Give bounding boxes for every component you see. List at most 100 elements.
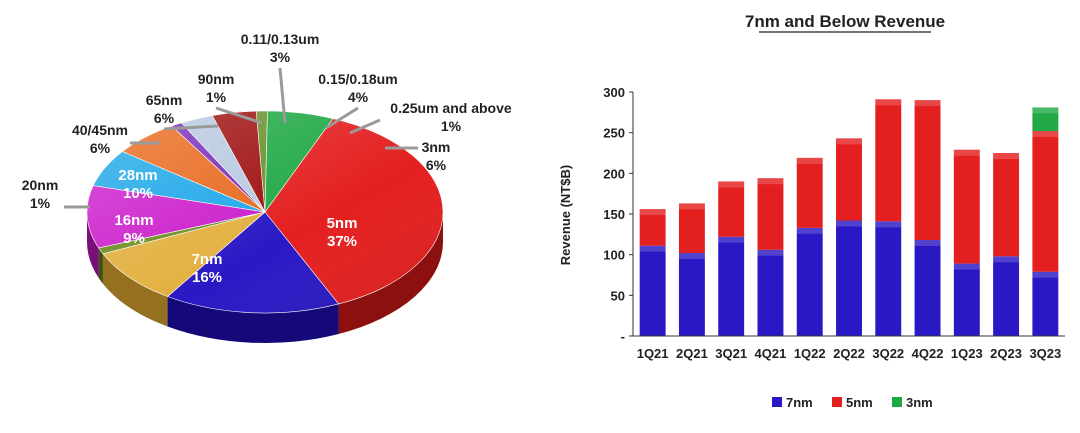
- pie-pct-20nm: 1%: [30, 195, 51, 211]
- pie-pct-3nm: 6%: [426, 157, 447, 173]
- leader-65nm: [163, 124, 219, 131]
- pie-pct-5nm: 37%: [327, 233, 357, 250]
- bar-5nm-2q22: [836, 138, 862, 221]
- bar-7nm-4q22: [914, 240, 941, 336]
- pie-tops: [86, 110, 444, 314]
- pie-pct-0-15-0-18um: 4%: [348, 89, 369, 105]
- bar-highlight: [678, 203, 705, 210]
- pie-gloss: [87, 111, 443, 313]
- bar-highlight: [875, 221, 902, 228]
- legend-label-3nm: 3nm: [906, 395, 933, 410]
- bar-highlight: [993, 153, 1020, 159]
- x-tick-label: 2Q22: [833, 346, 865, 361]
- pie-side-16nm: [102, 253, 168, 327]
- bar-7nm-3q21: [718, 236, 745, 336]
- x-tick-label: 3Q23: [1029, 346, 1061, 361]
- pie-label-90nm: 90nm: [198, 71, 235, 87]
- legend-swatch-3nm: [892, 397, 902, 407]
- pie-label-3nm: 3nm: [422, 139, 451, 155]
- bar-highlight: [639, 209, 666, 216]
- legend-label-7nm: 7nm: [786, 395, 813, 410]
- pie-label-7nm: 7nm: [192, 251, 223, 268]
- bar-5nm-1q22: [796, 157, 823, 228]
- y-axis-label: Revenue (NT$B): [558, 165, 573, 265]
- legend-swatch-5nm: [832, 397, 842, 407]
- bar-highlight: [757, 249, 784, 256]
- pie-side-20nm: [98, 247, 103, 284]
- chart-title: 7nm and Below Revenue: [745, 12, 945, 31]
- bar-chart: 7nm and Below Revenue Revenue (NT$B) - 50…: [558, 12, 1065, 410]
- y-axis: - 50 100 150 200 250 300: [603, 85, 634, 344]
- y-tick-label: -: [621, 329, 625, 344]
- bar-highlight: [1032, 271, 1059, 278]
- bars: [639, 99, 1059, 336]
- y-tick-label: 50: [611, 288, 625, 303]
- bar-7nm-1q22: [796, 227, 823, 336]
- pie-label-0-15-0-18um: 0.15/0.18um: [318, 71, 397, 87]
- pie-label-5nm: 5nm: [327, 215, 358, 232]
- pie-pct-40-45nm: 6%: [90, 140, 111, 156]
- bar-highlight: [836, 220, 862, 227]
- bar-5nm-1q21: [639, 209, 666, 246]
- bar-highlight: [953, 263, 980, 270]
- legend-label-5nm: 5nm: [846, 395, 873, 410]
- leader-90nm: [215, 106, 263, 125]
- bar-5nm-4q21: [757, 178, 784, 250]
- bar-highlight: [718, 181, 745, 188]
- pie-pct-90nm: 1%: [206, 89, 227, 105]
- bar-7nm-2q21: [678, 253, 705, 336]
- pie-pct-7nm: 16%: [192, 269, 222, 286]
- pie-label-0-25um-and-above: 0.25um and above: [390, 100, 512, 116]
- bar-highlight: [914, 240, 941, 247]
- x-tick-label: 4Q21: [755, 346, 787, 361]
- bar-highlight: [718, 236, 745, 243]
- x-tick-label: 1Q21: [637, 346, 669, 361]
- x-tick-label: 2Q21: [676, 346, 708, 361]
- bar-7nm-3q23: [1032, 271, 1059, 336]
- pie-label-65nm: 65nm: [146, 92, 183, 108]
- x-tick-label: 3Q21: [715, 346, 747, 361]
- bar-highlight: [757, 178, 784, 185]
- bar-7nm-4q21: [757, 249, 784, 336]
- bar-7nm-2q22: [836, 220, 862, 336]
- bar-5nm-3q23: [1032, 131, 1059, 272]
- y-tick-label: 250: [603, 126, 625, 141]
- bar-highlight: [1032, 131, 1059, 138]
- y-tick-label: 200: [603, 166, 625, 181]
- bar-5nm-2q23: [993, 153, 1020, 257]
- pie-pct-0-25um-and-above: 1%: [441, 118, 462, 134]
- bar-3nm-3q23: [1032, 107, 1059, 132]
- bar-5nm-4q22: [914, 100, 941, 241]
- bar-highlight: [796, 157, 823, 164]
- pie-pct-28nm: 10%: [123, 185, 153, 202]
- bar-highlight: [914, 100, 941, 107]
- bar-highlight: [796, 227, 823, 234]
- x-tick-label: 4Q22: [912, 346, 944, 361]
- pie-leaders: [64, 67, 418, 209]
- pie-label-28nm: 28nm: [118, 167, 157, 184]
- pie-side-5nm: [338, 212, 443, 334]
- pie-side-28nm: [87, 212, 99, 278]
- leader-0-25um-and-above: [349, 118, 381, 135]
- bar-7nm-1q23: [953, 263, 980, 336]
- legend: 7nm 5nm 3nm: [772, 395, 933, 410]
- pie-label-20nm: 20nm: [22, 177, 59, 193]
- y-tick-label: 300: [603, 85, 625, 100]
- pie-pct-16nm: 9%: [123, 230, 145, 247]
- bar-7nm-2q23: [993, 256, 1020, 336]
- bar-highlight: [836, 138, 862, 145]
- pie-pct-65nm: 6%: [154, 110, 175, 126]
- y-tick-label: 100: [603, 248, 625, 263]
- pie-label-16nm: 16nm: [114, 212, 153, 229]
- pie-label-0-11-0-13um: 0.11/0.13um: [241, 31, 320, 47]
- x-tick-label: 1Q22: [794, 346, 826, 361]
- bar-7nm-3q22: [875, 221, 902, 336]
- bar-5nm-3q22: [875, 99, 902, 222]
- x-tick-label: 2Q23: [990, 346, 1022, 361]
- bar-5nm-2q21: [678, 203, 705, 254]
- bar-highlight: [875, 99, 902, 106]
- bar-highlight: [953, 149, 980, 156]
- legend-swatch-7nm: [772, 397, 782, 407]
- pie-pct-0-11-0-13um: 3%: [270, 49, 291, 65]
